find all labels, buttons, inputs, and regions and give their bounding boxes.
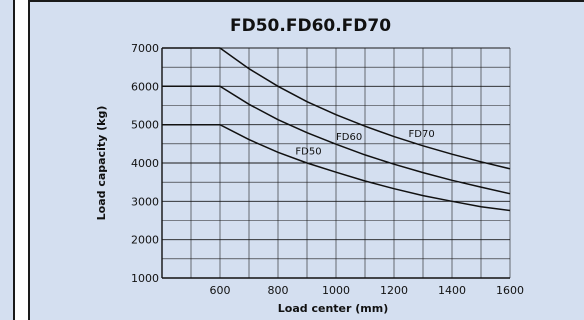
y-tick-label: 1000: [131, 272, 159, 285]
y-tick-label: 5000: [131, 119, 159, 132]
tick-labels: 1000 2000 3000 4000 5000 6000 7000 600 800 1000 12…: [131, 42, 524, 297]
series-line-fd50: [162, 123, 511, 212]
y-tick-label: 3000: [131, 195, 159, 208]
grid-lines: [162, 47, 511, 279]
chart-panel: [28, 0, 584, 320]
x-tick-label: 1200: [380, 284, 408, 297]
x-tick-label: 1600: [496, 284, 524, 297]
series-label-fd50: FD50: [295, 147, 321, 158]
series-lines: [162, 47, 511, 212]
y-tick-label: 2000: [131, 234, 159, 247]
x-axis-label: Load center (mm): [278, 302, 388, 315]
series-line-fd60: [162, 85, 511, 195]
series-labels: FD50 FD60 FD70: [295, 129, 434, 158]
y-axis-label: Load capacity (kg): [95, 106, 108, 221]
x-tick-label: 800: [268, 284, 289, 297]
left-panel-edge: [0, 0, 15, 320]
x-tick-label: 1400: [438, 284, 466, 297]
y-tick-label: 4000: [131, 157, 159, 170]
series-label-fd70: FD70: [409, 129, 435, 140]
x-tick-label: 600: [210, 284, 231, 297]
y-tick-label: 7000: [131, 42, 159, 55]
chart-title: FD50.FD60.FD70: [230, 16, 391, 36]
y-tick-label: 6000: [131, 80, 159, 93]
series-label-fd60: FD60: [336, 132, 362, 143]
x-tick-label: 1000: [322, 284, 350, 297]
series-line-fd70: [162, 47, 511, 170]
